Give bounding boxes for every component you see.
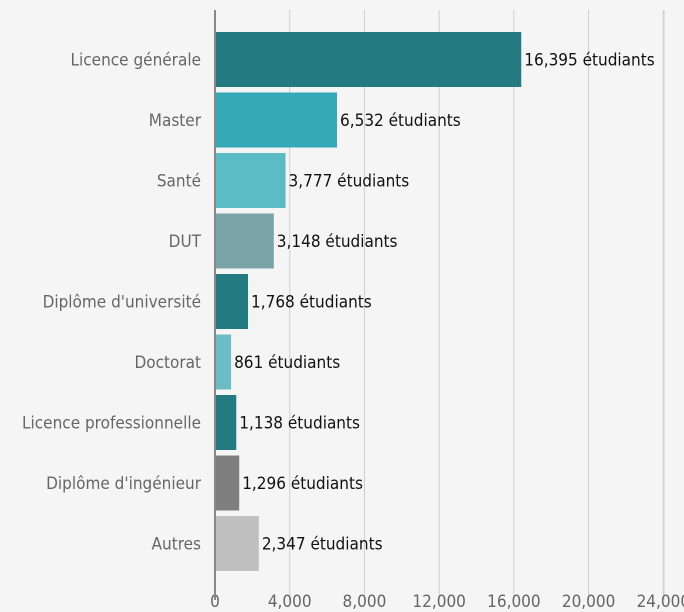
category-label: Licence générale	[70, 51, 201, 71]
data-label: 16,395 étudiants	[524, 51, 654, 71]
bar	[215, 455, 240, 511]
category-label: Doctorat	[134, 353, 201, 373]
x-tick-label: 8,000	[343, 592, 387, 612]
bars	[215, 32, 522, 571]
bar	[215, 32, 522, 87]
value-labels: 16,395 étudiants 6,532 étudiants 3,777 étu…	[234, 51, 655, 555]
bar	[215, 153, 286, 208]
category-label: Santé	[157, 172, 201, 192]
data-label: 6,532 étudiants	[340, 111, 461, 131]
category-label: DUT	[169, 232, 202, 252]
x-tick-label: 4,000	[268, 592, 312, 612]
bar	[215, 213, 274, 269]
category-label: Licence professionnelle	[22, 414, 201, 434]
bar	[215, 92, 338, 148]
data-label: 1,296 étudiants	[242, 474, 363, 494]
x-tick-label: 16,000	[487, 592, 541, 612]
bar	[215, 395, 237, 450]
category-label: Diplôme d'université	[43, 293, 201, 313]
data-label: 2,347 étudiants	[262, 535, 383, 555]
x-tick-label: 24,000	[637, 592, 684, 612]
data-label: 1,768 étudiants	[251, 293, 372, 313]
data-label: 1,138 étudiants	[239, 414, 360, 434]
x-tick-label: 12,000	[412, 592, 466, 612]
x-axis-tick-labels: 0 4,000 8,000 12,000 16,000 20,000 24,000	[210, 592, 684, 612]
data-label: 3,148 étudiants	[277, 232, 398, 252]
bar	[215, 516, 259, 571]
x-tick-label: 0	[210, 592, 220, 612]
data-label: 861 étudiants	[234, 353, 340, 373]
grid-lines	[289, 10, 665, 600]
bar	[215, 274, 249, 329]
data-label: 3,777 étudiants	[289, 172, 410, 192]
category-label: Diplôme d'ingénieur	[46, 474, 202, 494]
bar	[215, 334, 232, 390]
category-labels: Licence générale Master Santé DUT Diplôme d'…	[22, 51, 202, 555]
category-label: Master	[149, 111, 202, 131]
x-tick-label: 20,000	[562, 592, 616, 612]
category-label: Autres	[152, 535, 201, 555]
